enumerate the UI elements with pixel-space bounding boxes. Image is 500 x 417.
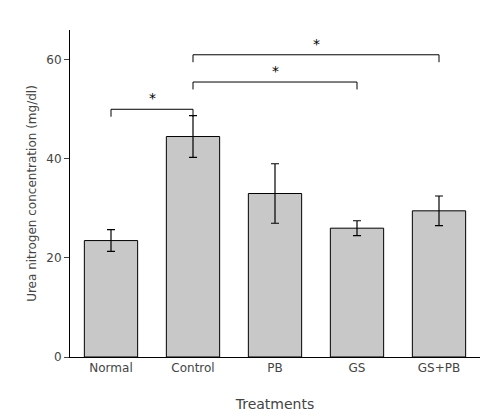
svg-text:Treatments: Treatments <box>235 396 315 412</box>
svg-text:PB: PB <box>267 361 282 375</box>
svg-text:Urea nitrogen concentration (m: Urea nitrogen concentration (mg/dl) <box>25 85 39 302</box>
svg-text:40: 40 <box>46 152 61 166</box>
svg-text:*: * <box>313 36 320 52</box>
svg-text:60: 60 <box>46 53 61 67</box>
svg-text:Normal: Normal <box>89 361 132 375</box>
svg-text:*: * <box>272 63 279 79</box>
svg-text:GS+PB: GS+PB <box>418 361 460 375</box>
svg-text:GS: GS <box>349 361 366 375</box>
svg-text:*: * <box>149 90 156 106</box>
svg-text:20: 20 <box>46 251 61 265</box>
svg-text:0: 0 <box>54 350 62 364</box>
svg-text:Control: Control <box>171 361 214 375</box>
